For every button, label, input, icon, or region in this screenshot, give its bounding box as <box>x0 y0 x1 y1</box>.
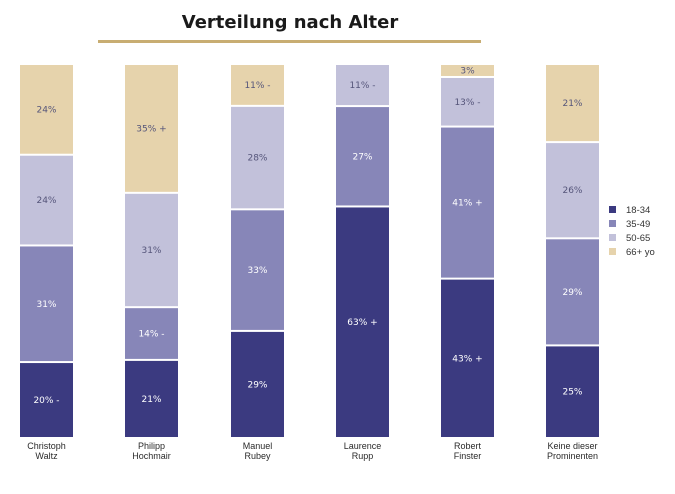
bar-segment <box>336 207 389 437</box>
legend-label: 35-49 <box>626 219 650 230</box>
bar-value-label: 26% <box>562 186 582 196</box>
bar-value-label: 41% + <box>452 199 482 209</box>
bar-value-label: 24% <box>36 196 56 206</box>
category-label: Finster <box>454 451 482 461</box>
legend-label: 66+ yo <box>626 247 655 258</box>
bar-value-label: 28% <box>247 154 267 164</box>
legend-label: 18-34 <box>626 205 650 216</box>
category-label: Hochmair <box>132 451 171 461</box>
category-label: Waltz <box>35 451 58 461</box>
bar-segment <box>441 77 494 126</box>
bar-segment <box>20 65 73 154</box>
bar-value-label: 33% <box>247 266 267 276</box>
title-underline <box>98 40 481 43</box>
legend-label: 50-65 <box>626 233 650 244</box>
bar-segment <box>546 239 599 345</box>
category-label: Manuel <box>243 441 273 451</box>
bar-segment <box>125 65 178 192</box>
bar-value-label: 43% + <box>452 354 482 364</box>
legend-swatch <box>609 248 616 255</box>
bar-value-label: 21% <box>562 99 582 109</box>
bar-segment <box>231 331 284 437</box>
bar-value-label: 24% <box>36 105 56 115</box>
legend-swatch <box>609 206 616 213</box>
bar-segment <box>441 65 494 76</box>
bar-value-label: 25% <box>562 388 582 398</box>
bar-value-label: 11% - <box>349 81 375 91</box>
bar-segment <box>231 210 284 330</box>
category-label: Keine dieser <box>547 441 597 451</box>
category-label: Rupp <box>352 451 374 461</box>
bar-segment <box>336 65 389 106</box>
chart-title: Verteilung nach Alter <box>181 12 399 33</box>
bar-value-label: 29% <box>562 288 582 298</box>
legend-swatch <box>609 234 616 241</box>
bar-segment <box>125 308 178 359</box>
bar-value-label: 11% - <box>244 81 270 91</box>
bar-value-label: 14% - <box>138 330 164 340</box>
bar-segment <box>231 106 284 209</box>
bar-segment <box>441 127 494 278</box>
bar-value-label: 31% <box>141 246 161 256</box>
bar-segment <box>546 65 599 142</box>
bar-value-label: 13% - <box>454 98 480 108</box>
bar-segment <box>125 360 178 437</box>
bar-value-label: 21% <box>141 395 161 405</box>
bar-value-label: 35% + <box>136 124 166 134</box>
bar-segment <box>336 107 389 206</box>
bar-segment <box>125 193 178 307</box>
category-label: Christoph <box>27 441 66 451</box>
bar-segment <box>546 346 599 437</box>
bar-segment <box>20 246 73 362</box>
category-label: Robert <box>454 441 482 451</box>
category-label: Philipp <box>138 441 165 451</box>
bar-segment <box>231 65 284 105</box>
bar-segment <box>20 363 73 437</box>
bar-value-label: 3% <box>460 66 475 76</box>
category-label: Rubey <box>244 451 271 461</box>
bar-value-label: 27% <box>352 152 372 162</box>
bar-segment <box>441 279 494 437</box>
bar-segment <box>20 155 73 245</box>
category-label: Laurence <box>344 441 382 451</box>
bar-value-label: 31% <box>36 300 56 310</box>
bar-value-label: 20% - <box>33 396 59 406</box>
category-label: Prominenten <box>547 451 598 461</box>
legend-swatch <box>609 220 616 227</box>
bar-value-label: 63% + <box>347 318 377 328</box>
bar-segment <box>546 143 599 238</box>
bar-value-label: 29% <box>247 380 267 390</box>
